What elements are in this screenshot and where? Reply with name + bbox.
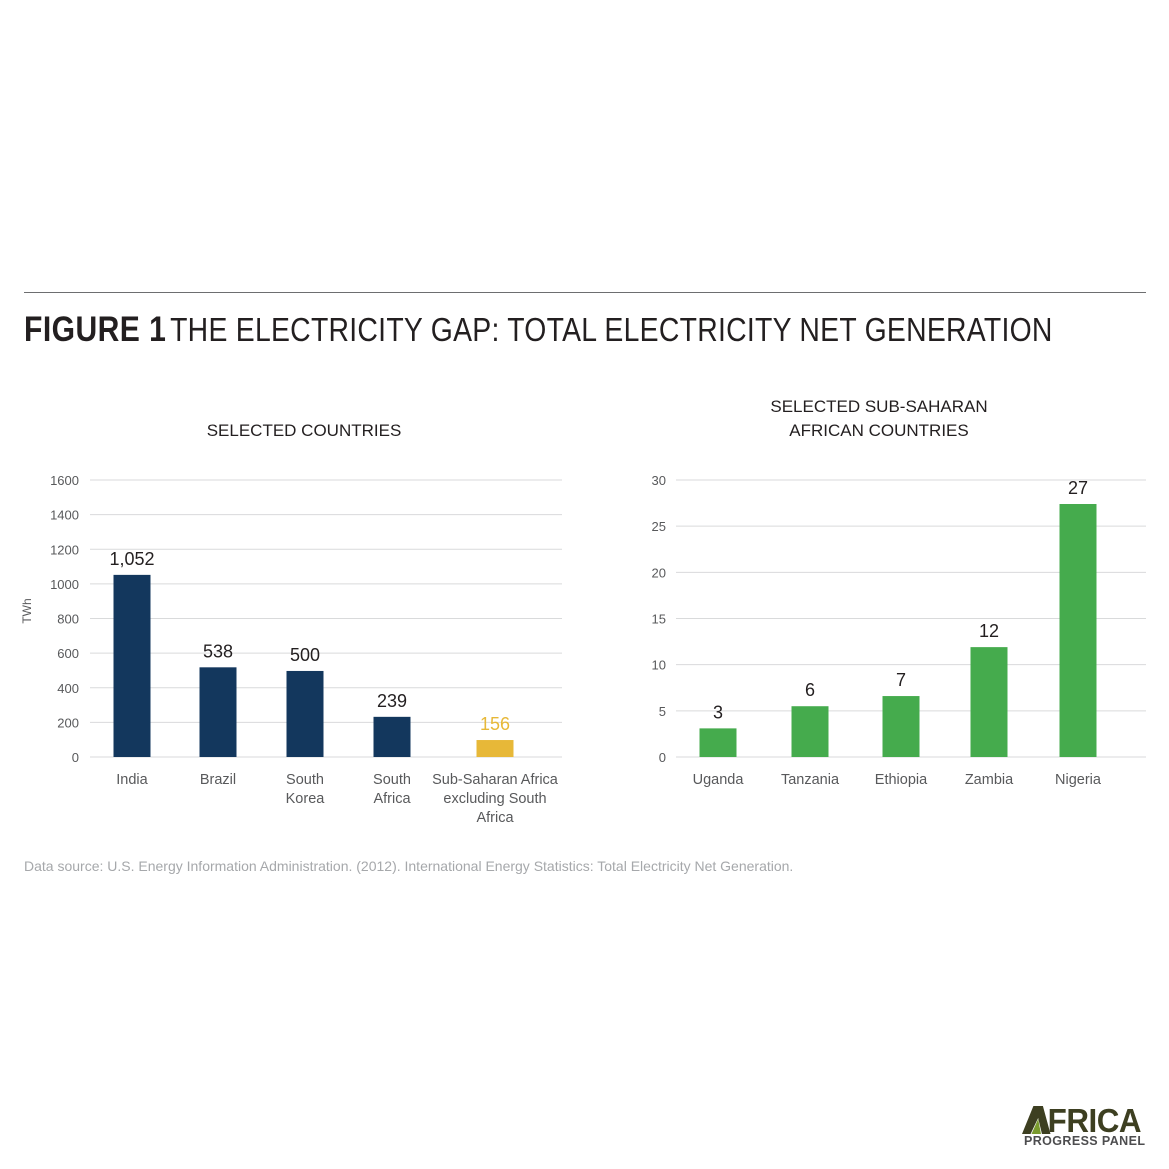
data-label: 500 [290,645,320,665]
category-label: Africa [373,791,411,807]
category-label: Africa [476,810,514,826]
chart-sub-saharan-countries: SELECTED SUB-SAHARAN AFRICAN COUNTRIES 0 5 1… [652,397,1146,788]
data-label: 156 [480,714,510,734]
y-tick-label: 5 [659,704,666,719]
chart-selected-countries: SELECTED COUNTRIES 0 200 400 600 800 1000 1200 1… [20,421,562,826]
data-label: 3 [713,702,723,722]
y-tick-label: 20 [652,565,666,580]
chart-title: SELECTED SUB-SAHARAN [770,397,987,416]
category-label: Nigeria [1055,772,1102,788]
y-axis-label: TWh [20,598,34,623]
category-label: Uganda [693,772,745,788]
category-label: Zambia [965,772,1014,788]
bar-1 [199,667,237,757]
bar-4 [1059,504,1097,757]
y-tick-label: 15 [652,612,666,627]
y-tick-label: 800 [57,612,79,627]
data-label: 538 [203,641,233,661]
category-label: South [286,772,324,788]
data-label: 12 [979,621,999,641]
y-tick-label: 1200 [50,542,79,557]
y-tick-label: 400 [57,681,79,696]
bar-2 [882,696,920,757]
logo-wordmark: FRICA [1022,1102,1142,1139]
bar-1 [791,706,829,757]
header-rule [24,292,1146,293]
data-label: 239 [377,691,407,711]
chart-title: AFRICAN COUNTRIES [789,421,968,440]
bar-3 [373,716,411,757]
y-tick-label: 600 [57,646,79,661]
figure-label: FIGURE 1 [24,310,167,349]
y-tick-label: 1400 [50,508,79,523]
logo-a-icon [1022,1106,1051,1134]
y-tick-label: 10 [652,658,666,673]
category-label: Ethiopia [875,772,928,788]
chart-title: SELECTED COUNTRIES [207,421,402,440]
y-tick-label: 1600 [50,473,79,488]
category-label: Brazil [200,772,236,788]
data-label: 27 [1068,478,1088,498]
data-label: 1,052 [109,549,154,569]
data-label: 6 [805,680,815,700]
bar-2 [286,670,324,757]
y-tick-label: 0 [72,750,79,765]
logo-name: FRICA [1047,1102,1142,1139]
bar-3 [970,647,1008,757]
bar-0 [699,728,737,757]
y-tick-label: 1000 [50,577,79,592]
category-label: excluding South [443,791,546,807]
y-tick-label: 25 [652,519,666,534]
category-label: South [373,772,411,788]
bar-4 [476,740,514,757]
data-source-note: Data source: U.S. Energy Information Adm… [24,858,794,874]
figure-title-text: THE ELECTRICITY GAP: TOTAL ELECTRICITY N… [170,311,1053,348]
y-tick-label: 200 [57,715,79,730]
africa-progress-panel-logo: FRICA PROGRESS PANEL [1022,1104,1148,1150]
y-tick-label: 0 [659,750,666,765]
category-label: Sub-Saharan Africa [432,772,559,788]
data-label: 7 [896,670,906,690]
bar-0 [113,574,151,757]
category-label: India [116,772,148,788]
logo-subtitle: PROGRESS PANEL [1024,1134,1146,1148]
figure-title: FIGURE 1 THE ELECTRICITY GAP: TOTAL ELEC… [24,310,1053,354]
category-label: Korea [286,791,326,807]
y-tick-label: 30 [652,473,666,488]
category-label: Tanzania [781,772,840,788]
